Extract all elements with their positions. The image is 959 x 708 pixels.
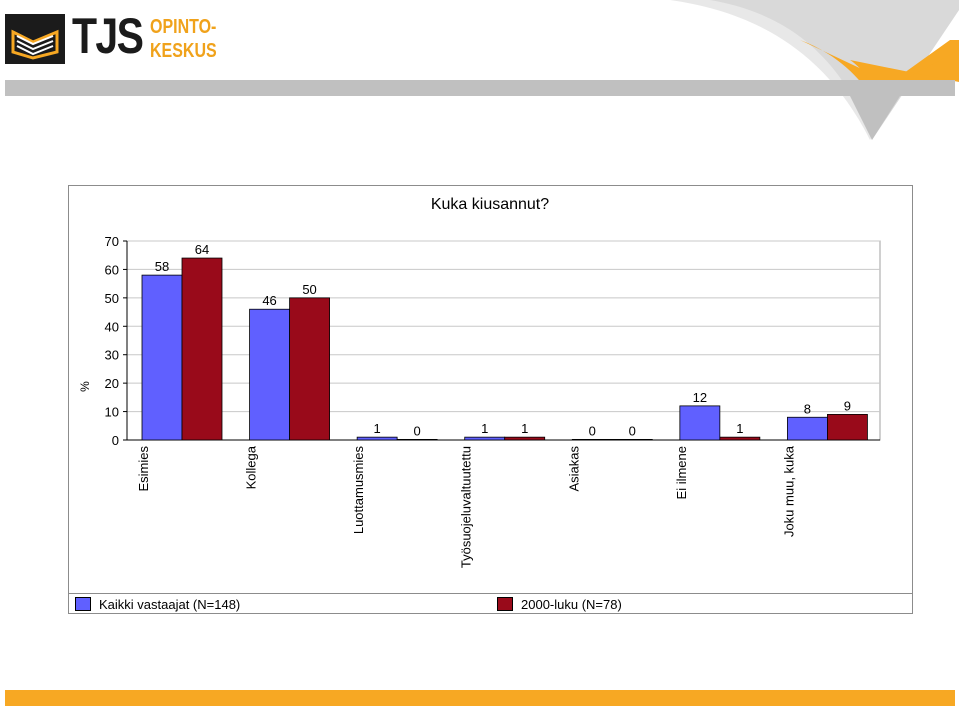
legend-label-series-2: 2000-luku (N=78) [521,596,622,612]
data-label: 9 [844,398,851,413]
bar-1 [464,436,506,441]
bar-chart: Kuka kiusannut?010203040506070%5864Esimi… [78,196,881,568]
logo-subtext-2: KESKUS [150,40,217,62]
logo-book-icon [5,14,65,64]
bar-2 [504,436,546,441]
chart-frame: Kuka kiusannut? 0 10 20 30 40 50 60 70% 58 64 Esimi… [68,185,913,614]
bar-1 [679,405,721,441]
footer-bar [5,690,955,706]
data-label: 64 [195,242,209,257]
logo-text: TJS [72,8,144,64]
bar-1 [141,274,183,441]
y-tick-label: 0 [112,433,119,448]
x-tick-label: Esimies [136,446,151,492]
bar-1 [356,436,398,441]
x-tick-label: Ei ilmene [674,446,689,499]
y-tick-label: 10 [105,405,119,420]
y-tick-label: 20 [105,376,119,391]
x-tick-label: Asiakas [566,446,581,492]
bar-2 [289,297,330,441]
bar-2 [827,414,868,441]
data-label: 58 [155,259,169,274]
data-label: 0 [629,423,636,438]
x-tick-label: Kollega [244,445,259,489]
bar-1 [249,308,290,441]
data-label: 0 [589,423,596,438]
x-tick-label: Joku muu, kuka [781,445,796,537]
bar-2 [181,257,223,441]
data-label: 1 [736,421,743,436]
data-label: 8 [804,401,811,416]
x-tick-label: Luottamusmies [351,446,366,535]
header-divider [5,80,955,96]
y-tick-label: 50 [105,291,119,306]
legend: Kaikki vastaajat (N=148) 2000-luku (N=78… [69,593,912,614]
bar-2 [611,438,653,441]
y-tick-label: 70 [105,234,119,249]
data-label: 12 [693,390,707,405]
bar-2 [396,438,438,441]
data-label: 1 [521,421,528,436]
y-tick-label: 60 [105,262,119,277]
plot-area [126,240,881,441]
chart-title: Kuka kiusannut? [431,196,549,213]
legend-item-series-1: Kaikki vastaajat (N=148) [75,594,240,614]
y-tick-label: 30 [105,348,119,363]
data-label: 46 [262,293,276,308]
bar-1 [571,438,613,441]
header: TJS OPINTO- KESKUS [0,0,959,140]
legend-label-series-1: Kaikki vastaajat (N=148) [99,596,241,612]
y-axis-label: % [78,381,92,392]
y-tick-label: 40 [105,319,119,334]
legend-item-series-2: 2000-luku (N=78) [497,594,622,614]
bar-1 [787,416,828,441]
legend-swatch-series-2 [497,597,513,611]
decorative-swoosh [670,0,959,140]
data-label: 1 [481,421,488,436]
x-tick-label: Työsuojeluvaltuutettu [459,446,474,568]
data-label: 50 [302,282,316,297]
bar-2 [719,436,761,441]
logo-subtext-1: OPINTO- [150,16,217,38]
data-label: 0 [414,423,421,438]
data-label: 1 [374,421,381,436]
legend-swatch-series-1 [75,597,91,611]
